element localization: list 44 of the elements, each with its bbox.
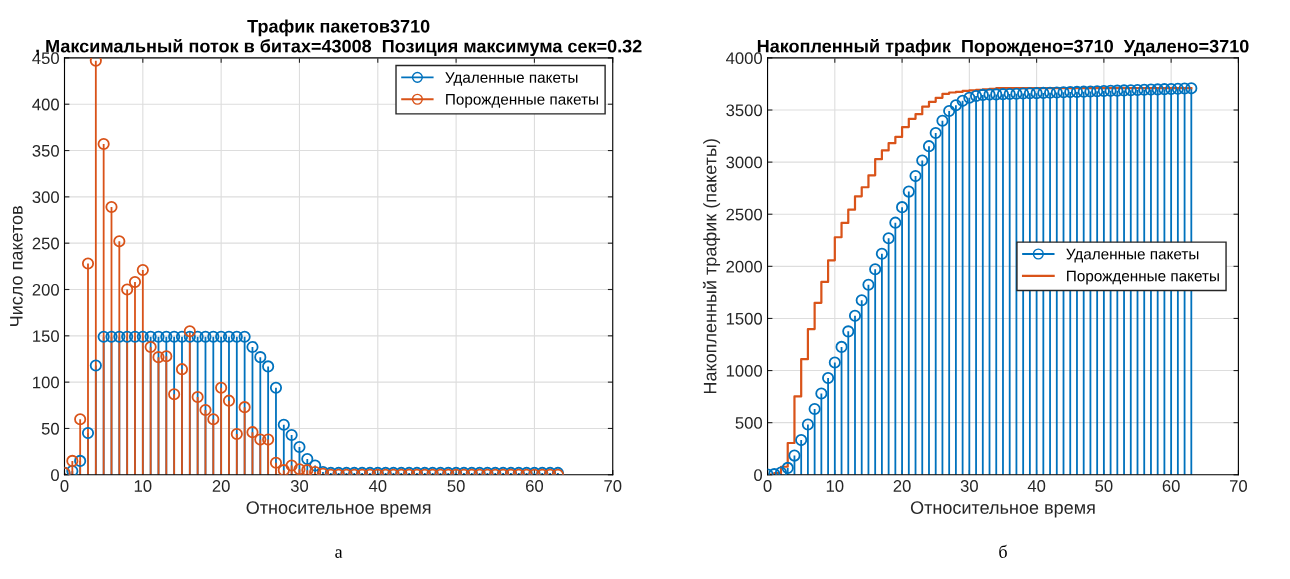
x-tick-label: 50 (447, 480, 465, 492)
y-tick-label: 1000 (726, 364, 763, 377)
legend-label: Удаленные пакеты (1066, 248, 1199, 263)
x-tick-label: 20 (893, 480, 911, 492)
y-tick-label: 2500 (726, 208, 763, 221)
y-tick-label: 50 (41, 422, 59, 435)
legend-label: Удаленные пакеты (445, 72, 578, 86)
text: а (335, 549, 343, 558)
y-tick-label: 500 (735, 417, 763, 429)
x-tick-label: 0 (60, 480, 69, 492)
y-tick-label: 2000 (726, 260, 763, 273)
y-tick-label: 0 (754, 469, 763, 481)
x-tick-label: 60 (1162, 480, 1180, 492)
x-axis-title: Относительное время (246, 501, 431, 518)
legend-label: Порожденные пакеты (1067, 270, 1219, 285)
x-tick-label: 0 (763, 480, 772, 492)
y-tick-label: 3000 (726, 156, 763, 169)
y-tick-label: 250 (32, 237, 59, 250)
text: б (999, 544, 1007, 558)
x-tick-label: 30 (960, 480, 978, 492)
x-axis-title: Относительное время (910, 501, 1095, 518)
y-axis-title: Число пакетов (10, 206, 23, 326)
y-tick-label: 100 (33, 376, 59, 389)
y-tick-label: 300 (32, 191, 59, 204)
x-tick-label: 70 (1229, 480, 1248, 492)
x-tick-label: 20 (212, 480, 230, 492)
y-tick-label: 150 (33, 330, 59, 343)
y-tick-label: 200 (32, 283, 59, 296)
x-tick-label: 30 (290, 480, 309, 492)
x-tick-label: 10 (134, 480, 152, 492)
y-tick-label: 400 (32, 98, 59, 111)
x-tick-label: 40 (368, 480, 387, 492)
x-tick-label: 50 (1095, 480, 1113, 492)
x-tick-label: 40 (1027, 480, 1046, 492)
x-tick-label: 60 (526, 480, 544, 492)
x-tick-label: 70 (604, 480, 622, 492)
y-tick-label: 1500 (726, 312, 763, 325)
legend-label: Порожденные пакеты (446, 94, 598, 108)
y-tick-label: 0 (51, 469, 59, 481)
x-tick-label: 10 (826, 480, 844, 492)
y-tick-label: 3500 (726, 104, 763, 117)
y-tick-label: 350 (32, 144, 59, 157)
chart-title: Трафик пакетов3710 (247, 19, 430, 37)
y-axis-title: Накопленный трафик (пакеты) (702, 139, 721, 394)
